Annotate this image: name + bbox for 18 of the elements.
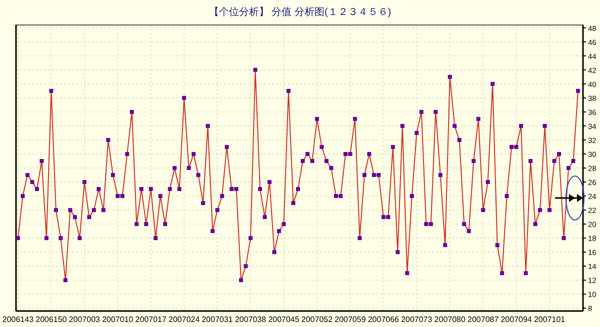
x-tick-label: 2007052 — [301, 315, 334, 324]
x-tick-label: 2007101 — [534, 315, 566, 324]
x-tick-label: 2007010 — [102, 315, 134, 324]
x-tick-label: 2007024 — [168, 315, 200, 324]
x-tick-label: 2007080 — [434, 315, 466, 324]
x-tick-label: 2007066 — [368, 315, 400, 324]
x-tick-label: 2007073 — [401, 315, 433, 324]
x-tick-label: 2007087 — [468, 315, 500, 324]
chart-title: 【个位分析】 分值 分析图(１２３４５６) — [208, 6, 392, 18]
x-tick-label: 2007045 — [268, 315, 300, 324]
x-tick-label: 2007038 — [234, 315, 267, 324]
x-tick-label: 2007003 — [68, 315, 101, 324]
x-tick-label: 2006143 — [2, 315, 34, 324]
x-tick-label: 2007094 — [500, 315, 532, 324]
x-tick-label: 2007059 — [334, 315, 366, 324]
x-tick-label: 2007031 — [202, 315, 234, 324]
x-tick-label: 2007017 — [135, 315, 167, 324]
x-tick-label: 2006150 — [36, 315, 68, 324]
